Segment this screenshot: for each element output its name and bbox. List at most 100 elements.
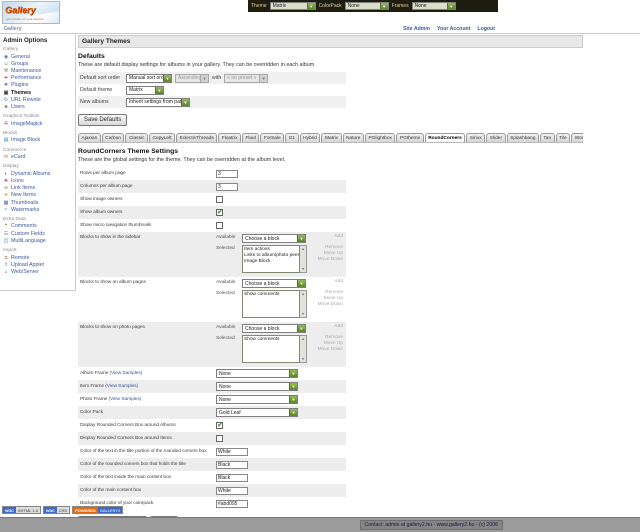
scroll-up-icon[interactable]: ▲ — [301, 337, 305, 341]
tab-pglightbox[interactable]: PGlightbox — [364, 133, 396, 142]
xhtml-badge[interactable]: W3C XHTML 1.0 — [2, 506, 41, 514]
new-albums-select[interactable]: Inherit settings from parent album — [126, 97, 190, 107]
sidebar-item-ecard[interactable]: ✉ eCard — [3, 154, 26, 161]
content-text-color-input[interactable] — [216, 473, 248, 482]
tab-matrix[interactable]: Matrix — [321, 133, 342, 142]
save-defaults-button[interactable]: Save Defaults — [78, 114, 128, 126]
sidebar-item-upload-applet[interactable]: ⇧ Upload Applet — [3, 261, 44, 268]
sidebar-item-new-items[interactable]: ★ New Items — [3, 192, 37, 199]
view-samples-link[interactable]: (View Samples) — [105, 384, 139, 389]
tab-wordpressembedded[interactable]: WordpressEmbedded — [571, 133, 583, 142]
tab-pgtheme[interactable]: PGtheme — [396, 133, 424, 142]
tab-splashbang[interactable]: Splashbang — [506, 133, 539, 142]
tab-nature[interactable]: Nature — [342, 133, 364, 142]
colorpack-bg-color-input[interactable] — [216, 499, 248, 508]
tab-ajaxian[interactable]: Ajaxian — [78, 133, 101, 142]
list-item[interactable]: Links to album/photo peers — [244, 253, 300, 258]
photo-blocks-add-link[interactable]: Add — [334, 324, 343, 329]
frames-select[interactable]: None — [411, 2, 456, 10]
gallery2-badge[interactable]: POWERED GALLERY2 — [72, 506, 124, 514]
list-item[interactable]: Show comments — [244, 292, 280, 297]
item-frame-select[interactable]: None — [216, 382, 298, 391]
scroll-down-icon[interactable]: ▼ — [301, 312, 305, 316]
photo-blocks-movedown-link[interactable]: Move Down — [317, 347, 343, 353]
colorpack-select[interactable]: None — [344, 2, 389, 10]
tab-classic[interactable]: Classic — [125, 133, 148, 142]
album-blocks-moveup-link[interactable]: Move Up — [323, 296, 343, 302]
sidebar-item-users[interactable]: ☻ Users — [3, 103, 25, 110]
list-item[interactable]: Show comments — [244, 337, 280, 342]
css-badge[interactable]: W3C CSS — [42, 506, 71, 514]
sidebar-blocks-remove-link[interactable]: Remove — [325, 245, 343, 250]
tab-tan[interactable]: Tan — [539, 133, 555, 142]
sidebar-item-url-rewrite[interactable]: ↻ URL Rewrite — [3, 96, 41, 103]
your-account-link[interactable]: Your Account — [436, 26, 471, 32]
list-item[interactable]: Item actions — [244, 247, 270, 252]
photo-blocks-remove-link[interactable]: Remove — [325, 335, 343, 340]
scroll-up-icon[interactable]: ▲ — [301, 292, 305, 296]
sidebar-item-maintenance[interactable]: ⚒ Maintenance — [3, 67, 42, 74]
rounded-albums-checkbox[interactable] — [216, 421, 223, 429]
show-image-owners-checkbox[interactable] — [216, 196, 223, 203]
sidebar-item-performance[interactable]: ➠ Performance — [3, 75, 42, 82]
sidebar-item-comments[interactable]: ❝ Comments — [4, 223, 37, 230]
footer-contact[interactable]: Contact: admin at gallery2.hu - www.gall… — [359, 520, 503, 530]
micro-nav-checkbox[interactable] — [216, 222, 223, 229]
columns-per-page-input[interactable] — [216, 182, 238, 191]
sidebar-item-imagemagick[interactable]: ✇ ImageMagick — [3, 120, 43, 127]
photo-blocks-listbox[interactable]: Show comments — [242, 335, 300, 363]
listbox-scrollbar[interactable]: ▲ ▼ — [300, 335, 307, 363]
default-theme-select[interactable]: Matrix — [126, 85, 164, 95]
sidebar-blocks-movedown-link[interactable]: Move Down — [317, 257, 343, 263]
gallery-logo[interactable]: Gallery your photos on your website — [2, 1, 60, 24]
theme-select[interactable]: Matrix — [269, 2, 316, 10]
sidebar-item-image-block[interactable]: ▤ Image Block — [3, 137, 41, 144]
sidebar-item-custom-fields[interactable]: ☰ Custom Fields — [3, 230, 45, 237]
tab-tile[interactable]: Tile — [555, 133, 571, 142]
album-blocks-movedown-link[interactable]: Move Down — [317, 302, 343, 308]
tab-roundcorners[interactable]: RoundCorners — [424, 133, 466, 142]
tab-carbon[interactable]: Carbon — [101, 133, 125, 142]
album-blocks-choose-select[interactable]: Choose a block — [242, 279, 306, 288]
breadcrumb[interactable]: Gallery — [4, 26, 22, 32]
color-pack-select[interactable]: Gold Leaf — [216, 408, 298, 417]
view-samples-link[interactable]: (View Samples) — [109, 371, 143, 376]
listbox-scrollbar[interactable]: ▲ ▼ — [300, 290, 307, 318]
rounded-items-checkbox[interactable] — [216, 435, 223, 442]
tab-floatrix[interactable]: Floatrix — [218, 133, 241, 142]
tab-hybrid[interactable]: Hybrid — [299, 133, 321, 142]
tab-siriux[interactable]: Siriux — [466, 133, 486, 142]
sidebar-blocks-choose-select[interactable]: Choose a block — [242, 234, 306, 243]
sidebar-item-web-server[interactable]: ⌂ Web/Server — [4, 268, 39, 275]
sidebar-blocks-add-link[interactable]: Add — [334, 234, 343, 239]
title-box-color-input[interactable] — [216, 460, 248, 469]
sidebar-item-link-items[interactable]: ∞ Link Items — [4, 185, 36, 192]
tab-forsale[interactable]: ForSale — [260, 133, 285, 142]
logout-link[interactable]: Logout — [477, 26, 495, 32]
show-album-owners-checkbox[interactable] — [216, 208, 223, 216]
sidebar-item-multilanguage[interactable]: ◫ MultiLanguage — [3, 237, 46, 244]
photo-frame-select[interactable]: None — [216, 395, 298, 404]
sidebar-blocks-moveup-link[interactable]: Move Up — [323, 251, 343, 257]
tab-fluid[interactable]: Fluid — [242, 133, 260, 142]
scroll-up-icon[interactable]: ▲ — [301, 247, 305, 251]
title-text-color-input[interactable] — [216, 447, 248, 456]
scroll-down-icon[interactable]: ▼ — [301, 267, 305, 271]
view-samples-link[interactable]: (View Samples) — [108, 397, 142, 402]
sidebar-item-watermarks[interactable]: ≈ Watermarks — [4, 206, 40, 213]
album-blocks-listbox[interactable]: Show comments — [242, 290, 300, 318]
tab-g1[interactable]: G1 — [285, 133, 299, 142]
tab-copyleft[interactable]: CopyLeft — [148, 133, 176, 142]
listbox-scrollbar[interactable]: ▲ ▼ — [300, 245, 307, 273]
sidebar-item-dynamic-albums[interactable]: ◐ Dynamic Albums — [4, 170, 51, 177]
sort-order-select[interactable]: Manual sort order — [126, 73, 172, 83]
album-blocks-add-link[interactable]: Add — [334, 279, 343, 284]
sidebar-blocks-listbox[interactable]: Item actions Links to album/photo peers … — [242, 245, 300, 273]
sidebar-item-thumbnails[interactable]: ▦ Thumbnails — [3, 199, 39, 206]
list-item[interactable]: Image Block — [244, 259, 271, 264]
tab-eclecticthreads[interactable]: EclecticThreads — [176, 133, 218, 142]
photo-blocks-choose-select[interactable]: Choose a block — [242, 324, 306, 333]
content-box-color-input[interactable] — [216, 486, 248, 495]
tab-slider[interactable]: Slider — [486, 133, 506, 142]
sidebar-item-themes[interactable]: ▣ Themes — [3, 89, 32, 96]
